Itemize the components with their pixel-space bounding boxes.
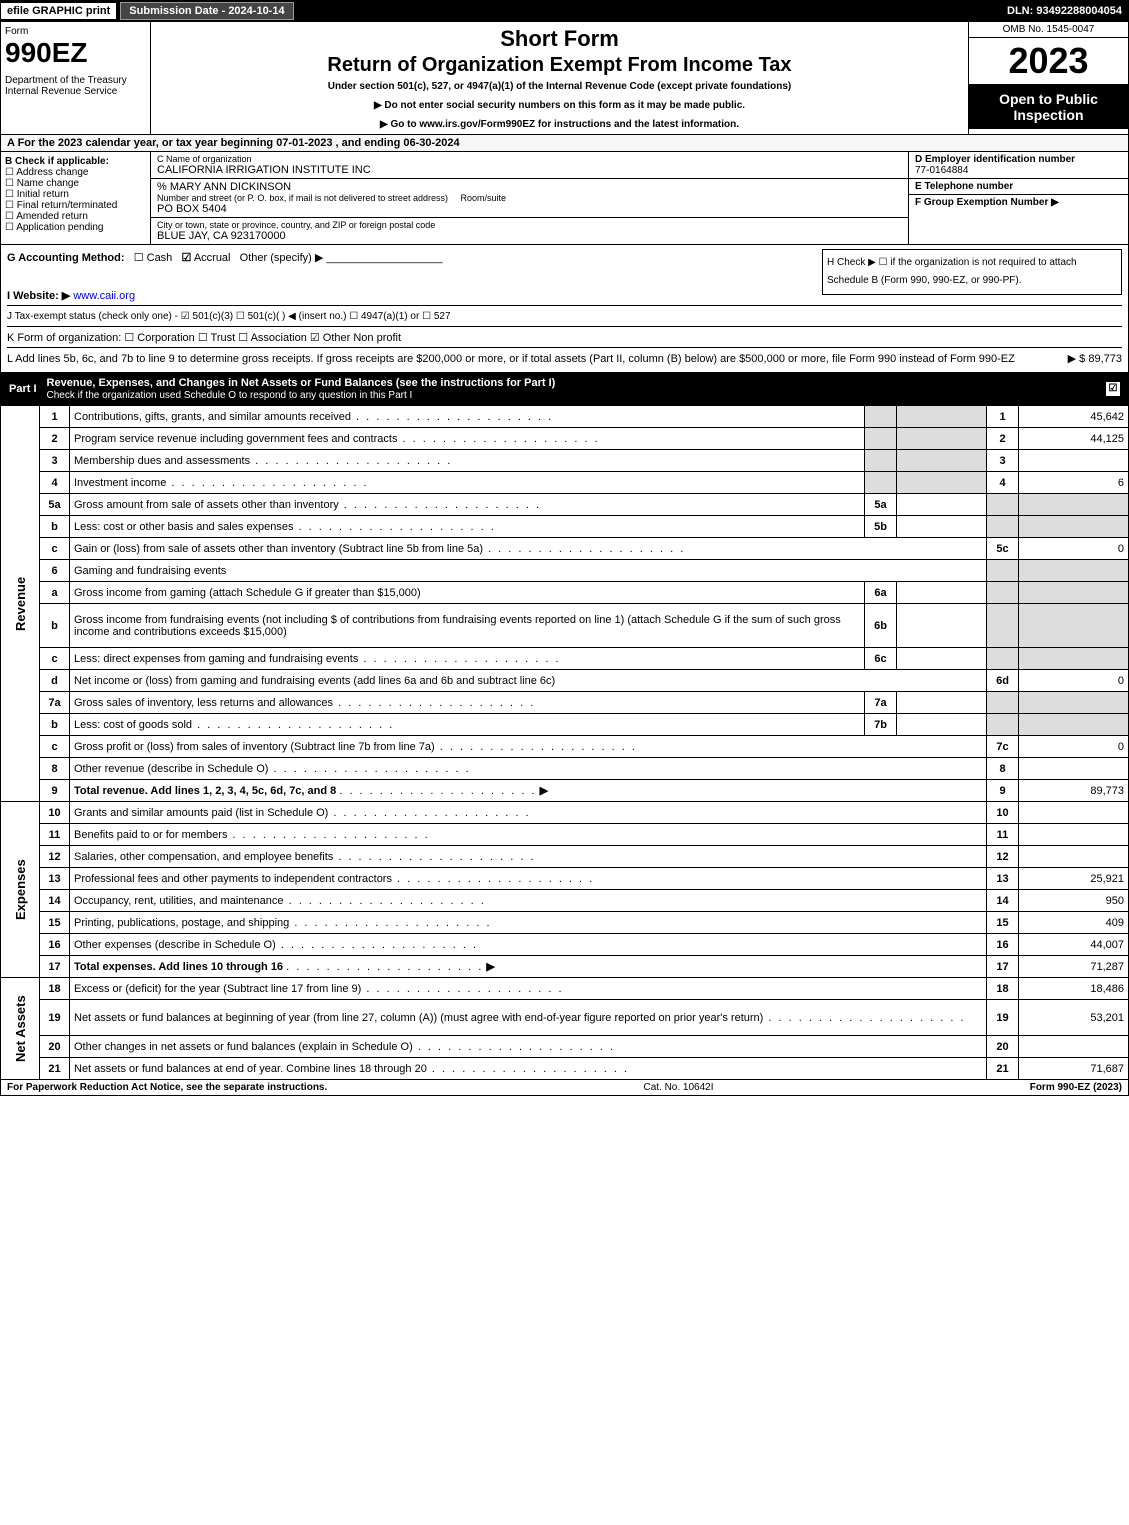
line-6: 6Gaming and fundraising events (1, 560, 1129, 582)
chk-final-return[interactable]: ☐ Final return/terminated (5, 200, 146, 211)
line-6b: bGross income from fundraising events (n… (1, 604, 1129, 648)
row-j: J Tax-exempt status (check only one) - ☑… (7, 305, 1122, 326)
row-a-tax-year: A For the 2023 calendar year, or tax yea… (0, 135, 1129, 152)
line-17: 17Total expenses. Add lines 10 through 1… (1, 956, 1129, 978)
part-1-title: Revenue, Expenses, and Changes in Net As… (47, 377, 1106, 401)
e-label: E Telephone number (915, 181, 1122, 192)
b-label: B Check if applicable: (5, 156, 146, 167)
street: PO BOX 5404 (157, 203, 902, 215)
city-label: City or town, state or province, country… (157, 220, 902, 230)
line-4: 4Investment income46 (1, 472, 1129, 494)
col-b-checkboxes: B Check if applicable: ☐ Address change … (1, 152, 151, 244)
line-6d: dNet income or (loss) from gaming and fu… (1, 670, 1129, 692)
line-7b: bLess: cost of goods sold7b (1, 714, 1129, 736)
form-number: 990EZ (5, 37, 146, 69)
line-7c: cGross profit or (loss) from sales of in… (1, 736, 1129, 758)
part-1-header: Part I Revenue, Expenses, and Changes in… (0, 373, 1129, 405)
line-18: Net Assets 18Excess or (deficit) for the… (1, 978, 1129, 1000)
submission-date: Submission Date - 2024-10-14 (120, 2, 293, 20)
header-right: OMB No. 1545-0047 2023 Open to Public In… (968, 22, 1128, 134)
omb-number: OMB No. 1545-0047 (969, 22, 1128, 38)
line-6c: cLess: direct expenses from gaming and f… (1, 648, 1129, 670)
line-19: 19Net assets or fund balances at beginni… (1, 1000, 1129, 1036)
side-expenses: Expenses (1, 802, 40, 978)
line-11: 11Benefits paid to or for members11 (1, 824, 1129, 846)
chk-initial-return[interactable]: ☐ Initial return (5, 189, 146, 200)
street-label: Number and street (or P. O. box, if mail… (157, 193, 448, 203)
line-3: 3Membership dues and assessments3 (1, 450, 1129, 472)
line-21: 21Net assets or fund balances at end of … (1, 1058, 1129, 1080)
row-l: L Add lines 5b, 6c, and 7b to line 9 to … (7, 347, 1122, 368)
line-1: Revenue 1Contributions, gifts, grants, a… (1, 406, 1129, 428)
page-footer: For Paperwork Reduction Act Notice, see … (0, 1080, 1129, 1096)
chk-amended-return[interactable]: ☐ Amended return (5, 211, 146, 222)
open-inspection: Open to Public Inspection (969, 85, 1128, 129)
website-link[interactable]: www.caii.org (73, 290, 135, 302)
dln: DLN: 93492288004054 (1001, 3, 1128, 19)
org-name: CALIFORNIA IRRIGATION INSTITUTE INC (157, 164, 902, 176)
part-1-label: Part I (9, 383, 37, 395)
col-c-org-name: C Name of organization CALIFORNIA IRRIGA… (151, 152, 908, 244)
room-label: Room/suite (460, 193, 506, 203)
header-middle: Short Form Return of Organization Exempt… (151, 22, 968, 134)
header-note-2: ▶ Go to www.irs.gov/Form990EZ for instru… (155, 119, 964, 130)
line-10: Expenses 10Grants and similar amounts pa… (1, 802, 1129, 824)
lines-table: Revenue 1Contributions, gifts, grants, a… (0, 405, 1129, 1080)
form-label: Form (5, 26, 146, 37)
tax-year: 2023 (969, 38, 1128, 85)
line-5b: bLess: cost or other basis and sales exp… (1, 516, 1129, 538)
chk-application-pending[interactable]: ☐ Application pending (5, 222, 146, 233)
h-box: H Check ▶ ☐ if the organization is not r… (822, 249, 1122, 295)
part-1-checkbox[interactable]: ☑ (1106, 382, 1120, 396)
line-16: 16Other expenses (describe in Schedule O… (1, 934, 1129, 956)
col-d-ein: D Employer identification number 77-0164… (908, 152, 1128, 244)
department: Department of the Treasury Internal Reve… (5, 75, 146, 97)
chk-name-change[interactable]: ☐ Name change (5, 178, 146, 189)
ein: 77-0164884 (915, 165, 1122, 176)
chk-address-change[interactable]: ☐ Address change (5, 167, 146, 178)
form-subtitle: Under section 501(c), 527, or 4947(a)(1)… (155, 81, 964, 92)
efile-label: efile GRAPHIC print (1, 3, 116, 19)
f-label: F Group Exemption Number ▶ (915, 197, 1122, 208)
city: BLUE JAY, CA 923170000 (157, 230, 902, 242)
footer-cat: Cat. No. 10642I (643, 1082, 713, 1093)
care-of: % MARY ANN DICKINSON (157, 181, 902, 193)
line-15: 15Printing, publications, postage, and s… (1, 912, 1129, 934)
form-header: Form 990EZ Department of the Treasury In… (0, 22, 1129, 135)
line-12: 12Salaries, other compensation, and empl… (1, 846, 1129, 868)
side-revenue: Revenue (1, 406, 40, 802)
form-title: Return of Organization Exempt From Incom… (155, 54, 964, 77)
d-label: D Employer identification number (915, 154, 1122, 165)
section-g-to-l: H Check ▶ ☐ if the organization is not r… (0, 245, 1129, 373)
line-13: 13Professional fees and other payments t… (1, 868, 1129, 890)
footer-form: Form 990-EZ (2023) (1030, 1082, 1122, 1093)
line-2: 2Program service revenue including gover… (1, 428, 1129, 450)
side-net-assets: Net Assets (1, 978, 40, 1080)
org-info-section: B Check if applicable: ☐ Address change … (0, 152, 1129, 245)
line-5c: cGain or (loss) from sale of assets othe… (1, 538, 1129, 560)
line-6a: aGross income from gaming (attach Schedu… (1, 582, 1129, 604)
c-name-label: C Name of organization (157, 154, 902, 164)
line-14: 14Occupancy, rent, utilities, and mainte… (1, 890, 1129, 912)
line-20: 20Other changes in net assets or fund ba… (1, 1036, 1129, 1058)
footer-left: For Paperwork Reduction Act Notice, see … (7, 1082, 327, 1093)
row-k: K Form of organization: ☐ Corporation ☐ … (7, 326, 1122, 347)
line-7a: 7aGross sales of inventory, less returns… (1, 692, 1129, 714)
header-note-1: ▶ Do not enter social security numbers o… (155, 100, 964, 111)
short-form-label: Short Form (155, 26, 964, 52)
line-5a: 5aGross amount from sale of assets other… (1, 494, 1129, 516)
top-bar: efile GRAPHIC print Submission Date - 20… (0, 0, 1129, 22)
line-9: 9Total revenue. Add lines 1, 2, 3, 4, 5c… (1, 780, 1129, 802)
header-left: Form 990EZ Department of the Treasury In… (1, 22, 151, 134)
line-8: 8Other revenue (describe in Schedule O)8 (1, 758, 1129, 780)
